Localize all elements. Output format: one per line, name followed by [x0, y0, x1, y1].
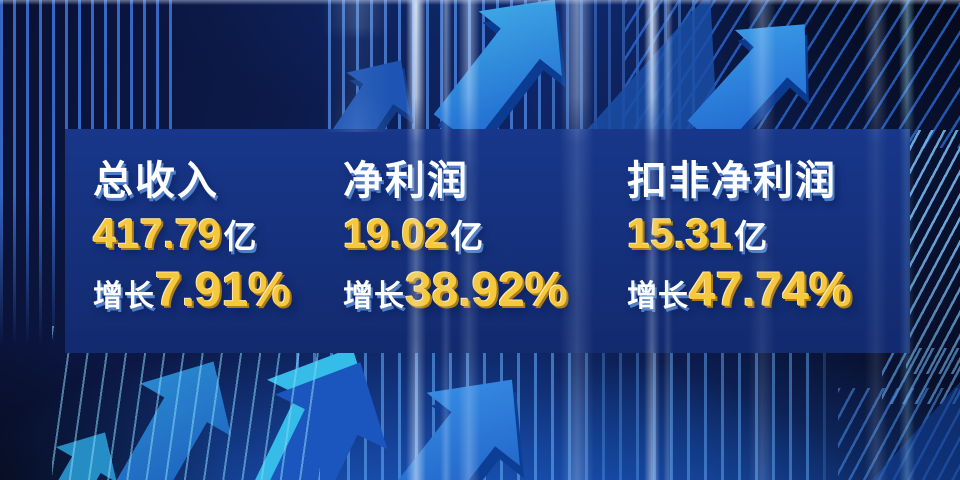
- stat-value: 19.02亿: [343, 213, 568, 255]
- stat-value-number: 15.31: [627, 210, 733, 257]
- stat-growth: 增长 47.74%: [627, 263, 852, 318]
- triangle-shape-icon: [872, 382, 960, 480]
- stat-growth: 增长 7.91%: [93, 263, 291, 318]
- growth-prefix: 增长: [343, 280, 405, 313]
- stat-value-unit: 亿: [734, 218, 768, 255]
- growth-value: 7.91%: [155, 264, 292, 317]
- stat-net-profit: 净利润 19.02亿 增长 38.92%: [343, 159, 568, 318]
- stat-label: 净利润: [343, 159, 469, 203]
- stat-total-revenue: 总收入 417.79亿 增长 7.91%: [93, 159, 291, 318]
- stat-growth: 增长 38.92%: [343, 263, 568, 318]
- stat-non-gaap-net-profit: 扣非净利润 15.31亿 增长 47.74%: [627, 159, 852, 318]
- growth-prefix: 增长: [93, 280, 155, 313]
- growth-value: 38.92%: [405, 264, 568, 317]
- stat-value-unit: 亿: [223, 218, 257, 255]
- top-edge-glow: [0, 0, 960, 5]
- stat-label: 扣非净利润: [627, 159, 837, 203]
- stat-value-unit: 亿: [450, 218, 484, 255]
- stat-value-number: 417.79: [93, 210, 222, 257]
- growth-prefix: 增长: [627, 280, 689, 313]
- stat-label: 总收入: [93, 159, 219, 203]
- growth-value: 47.74%: [689, 264, 852, 317]
- stat-value-number: 19.02: [343, 210, 449, 257]
- stats-panel: 总收入 417.79亿 增长 7.91% 净利润 19.02亿 增长 38.92% …: [65, 129, 910, 353]
- stat-value: 417.79亿: [93, 213, 291, 255]
- stat-value: 15.31亿: [627, 213, 852, 255]
